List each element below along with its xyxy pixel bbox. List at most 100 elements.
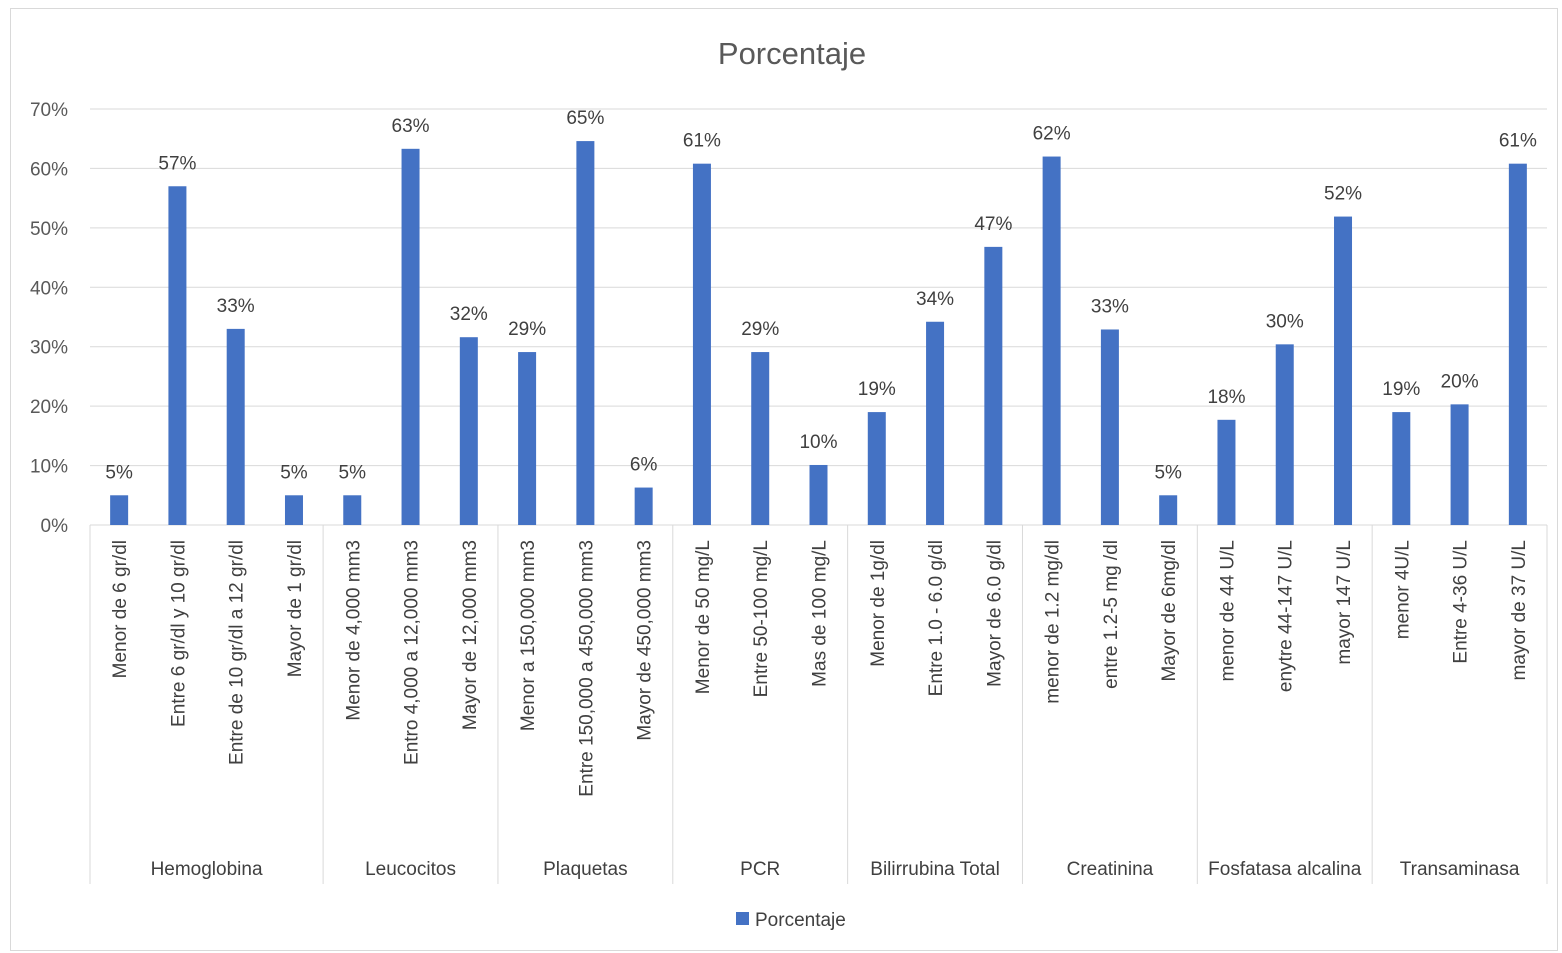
x-group-label: Fosfatasa alcalina xyxy=(1208,859,1362,880)
data-label: 47% xyxy=(974,214,1012,235)
x-category-label: menor de 1.2 mg/dl xyxy=(1043,540,1064,704)
bar xyxy=(1392,412,1411,525)
bar xyxy=(809,464,828,525)
chart-title: Porcentaje xyxy=(718,36,866,71)
data-label: 6% xyxy=(630,455,658,476)
bar xyxy=(984,246,1003,526)
chart-frame xyxy=(10,8,1558,951)
bar xyxy=(576,141,595,525)
legend: Porcentaje xyxy=(736,910,846,931)
data-label: 33% xyxy=(217,296,255,317)
x-category-label: entre 1.2-5 mg /dl xyxy=(1101,540,1122,689)
x-category-label: Entre 4-36 U/L xyxy=(1451,540,1472,664)
bar xyxy=(1334,216,1353,525)
bar xyxy=(518,352,537,525)
bar xyxy=(634,487,653,525)
data-label: 61% xyxy=(1499,131,1537,152)
legend-swatch xyxy=(736,912,749,925)
bar xyxy=(459,337,478,525)
y-tick-label: 0% xyxy=(41,516,69,537)
x-category-label: Entre 6 gr/dl y 10 gr/dl xyxy=(168,540,189,727)
bar xyxy=(1450,404,1469,525)
x-group-label: Bilirrubina Total xyxy=(870,859,1000,880)
bar xyxy=(1508,163,1527,525)
data-label: 62% xyxy=(1033,124,1071,145)
y-tick-label: 40% xyxy=(30,278,68,299)
y-tick-label: 70% xyxy=(30,100,68,121)
x-category-label: Entre 150,000 a 450,000 mm3 xyxy=(576,540,597,797)
y-tick-label: 30% xyxy=(30,338,68,359)
data-label: 5% xyxy=(1154,462,1182,483)
x-category-label: Mayor de 6mg/dl xyxy=(1159,540,1180,682)
x-category-label: Mayor de 6.0 g/dl xyxy=(984,540,1005,687)
y-axis-ticks: 0% 10% 20% 30% 40% 50% 60% 70% xyxy=(30,100,68,537)
data-label: 65% xyxy=(566,108,604,129)
x-category-label: Mas de 100 mg/L xyxy=(810,540,831,687)
data-label: 61% xyxy=(683,131,721,152)
data-label: 52% xyxy=(1324,184,1362,205)
y-tick-label: 50% xyxy=(30,219,68,240)
data-label: 29% xyxy=(508,319,546,340)
y-tick-label: 20% xyxy=(30,397,68,418)
x-category-label: Mayor de 450,000 mm3 xyxy=(635,540,656,741)
x-category-label: Menor de 4,000 mm3 xyxy=(343,540,364,721)
bar xyxy=(1275,344,1294,525)
x-category-label: Menor de 1g/dl xyxy=(868,540,889,667)
bar xyxy=(1100,329,1119,525)
data-label: 5% xyxy=(280,462,308,483)
data-label: 19% xyxy=(858,379,896,400)
y-tick-label: 10% xyxy=(30,457,68,478)
bar xyxy=(284,495,303,525)
data-label: 5% xyxy=(339,462,367,483)
data-label: 33% xyxy=(1091,296,1129,317)
bar xyxy=(401,148,420,525)
x-group-label: Plaquetas xyxy=(543,859,628,880)
bar xyxy=(1159,495,1178,525)
x-group-label: PCR xyxy=(740,859,780,880)
bar xyxy=(692,163,711,525)
x-category-label: Entro 4,000 a 12,000 mm3 xyxy=(402,540,423,765)
x-category-label: Entre 50-100 mg/L xyxy=(751,540,772,697)
x-category-label: mayor de 37 U/L xyxy=(1509,540,1530,680)
x-category-label: mayor 147 U/L xyxy=(1334,540,1355,665)
data-label: 20% xyxy=(1441,371,1479,392)
data-label: 19% xyxy=(1382,379,1420,400)
bar xyxy=(343,495,362,525)
bars xyxy=(110,141,1527,526)
x-group-label: Creatinina xyxy=(1067,859,1154,880)
x-category-label: Mayor de 1 gr/dl xyxy=(285,540,306,677)
x-group-label: Hemoglobina xyxy=(151,859,263,880)
bar xyxy=(168,186,187,525)
data-label: 10% xyxy=(799,432,837,453)
x-category-label: menor de 44 U/L xyxy=(1217,540,1238,682)
data-label: 34% xyxy=(916,289,954,310)
data-label: 57% xyxy=(158,153,196,174)
x-category-label: Entre de 10 gr/dl a 12 gr/dl xyxy=(227,540,248,765)
y-tick-label: 60% xyxy=(30,159,68,180)
bar xyxy=(1042,156,1061,526)
x-category-label: Entre 1.0 - 6.0 g/dl xyxy=(926,540,947,696)
data-label: 29% xyxy=(741,319,779,340)
gridlines xyxy=(89,108,1548,884)
x-axis-groups: Hemoglobina Leucocitos Plaquetas PCR Bilirru… xyxy=(151,859,1520,880)
bar xyxy=(226,328,245,525)
data-labels: 5% 57% 33% 5% 5% 63% 32% 29% 65% 6% 61% 29% 10% 19% 34… xyxy=(105,108,1537,483)
data-label: 32% xyxy=(450,304,488,325)
bar xyxy=(926,321,945,525)
data-label: 18% xyxy=(1207,387,1245,408)
data-label: 5% xyxy=(105,462,133,483)
bar xyxy=(1217,419,1236,525)
x-category-label: enytre 44-147 U/L xyxy=(1276,540,1297,692)
x-group-label: Leucocitos xyxy=(365,859,456,880)
x-category-label: Menor de 6 gr/dl xyxy=(110,540,131,678)
x-category-label: Menor de 50 mg/L xyxy=(693,540,714,694)
legend-label: Porcentaje xyxy=(755,910,846,931)
x-category-label: menor 4U/L xyxy=(1392,540,1413,639)
x-axis-categories: Menor de 6 gr/dl Entre 6 gr/dl y 10 gr/dl… xyxy=(110,540,1530,797)
bar xyxy=(751,352,770,525)
bar xyxy=(110,495,129,525)
x-group-label: Transaminasa xyxy=(1400,859,1520,880)
data-label: 30% xyxy=(1266,311,1304,332)
x-category-label: Mayor de 12,000 mm3 xyxy=(460,540,481,730)
